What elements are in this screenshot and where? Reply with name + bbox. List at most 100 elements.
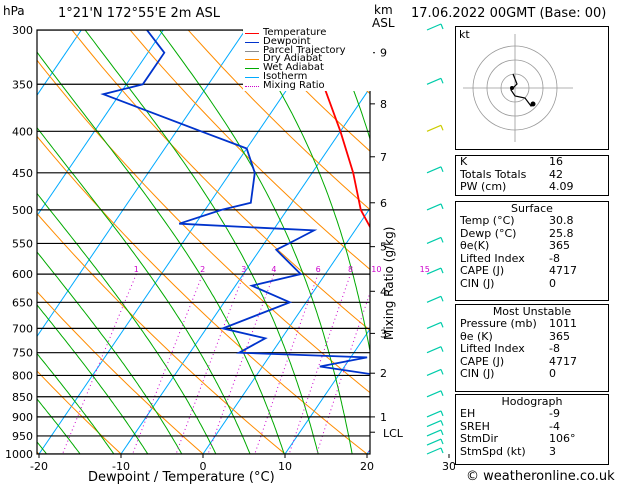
km-tick-label: 2 xyxy=(380,367,387,380)
temperature-line xyxy=(285,30,370,229)
index-label: Totals Totals xyxy=(460,167,527,181)
hodograph-trace xyxy=(510,73,534,108)
hodograph-value: -9 xyxy=(549,407,560,420)
pressure-tick-label: 900 xyxy=(12,411,33,424)
indices-table: K 16 Totals Totals 42 PW (cm) 4.09 xyxy=(455,155,609,196)
hodograph-storm-motion xyxy=(530,101,536,107)
wind-barb xyxy=(426,203,442,211)
wind-barb xyxy=(426,267,442,275)
wind-barb xyxy=(426,390,442,398)
pressure-tick-label: 1000 xyxy=(5,448,33,461)
surface-value: 4717 xyxy=(549,264,577,278)
surface-label: Lifted Index xyxy=(460,251,525,265)
most-unstable-row: CAPE (J) 4717 xyxy=(456,355,608,369)
km-tick-label: 4 xyxy=(380,285,387,298)
wind-barb-flag xyxy=(440,369,444,375)
hodograph-value: 106° xyxy=(549,432,576,446)
x-tick-label: 30 xyxy=(442,460,455,473)
legend-item: Temperature xyxy=(243,28,373,38)
wind-barb-flag xyxy=(440,203,444,210)
hodograph-row: StmSpd (kt) 3 xyxy=(456,445,608,459)
index-row: PW (cm) 4.09 xyxy=(456,181,608,194)
isotherm-line xyxy=(120,86,370,454)
copyright-label: © weatheronline.co.uk xyxy=(466,469,615,484)
mixing-ratio-line xyxy=(316,291,370,454)
x-tick-label: -20 xyxy=(30,460,48,473)
most-unstable-value: -8 xyxy=(549,342,560,356)
legend-swatch xyxy=(245,85,259,87)
surface-label: CIN (J) xyxy=(460,276,495,290)
surface-row: CAPE (J) 4717 xyxy=(456,265,608,278)
index-value: 42 xyxy=(549,167,563,181)
legend-swatch xyxy=(245,33,259,34)
x-tick-label: -10 xyxy=(112,460,130,473)
most-unstable-label: CIN (J) xyxy=(460,367,495,381)
mixing-ratio-line xyxy=(132,273,204,454)
wind-barb xyxy=(426,346,442,354)
mixing-ratio-label: 2 xyxy=(200,265,205,274)
hodograph-plot xyxy=(455,26,609,150)
pressure-tick-label: 350 xyxy=(12,78,33,91)
dry-adiabat-line xyxy=(37,59,370,394)
wind-barb-flag xyxy=(440,390,444,396)
dry-adiabat-line xyxy=(187,30,370,211)
most-unstable-title: Most Unstable xyxy=(492,305,572,318)
isotherm-line xyxy=(437,0,455,471)
datetime-title: 17.06.2022 00GMT (Base: 00) xyxy=(411,6,607,21)
wind-barb-flag xyxy=(440,410,444,417)
surface-table: Surface Temp (°C) 30.8 Dewp (°C) 25.8 θe(K) 3… xyxy=(455,201,609,301)
surface-value: 30.8 xyxy=(549,214,574,227)
km-unit-label: km xyxy=(374,3,393,17)
wind-barb-flag xyxy=(440,420,444,426)
most-unstable-row: Pressure (mb) 1011 xyxy=(456,317,608,331)
pressure-tick-label: 950 xyxy=(12,430,33,443)
isotherm-line xyxy=(202,207,370,454)
x-tick-label: 20 xyxy=(360,460,374,473)
km-tick-label: 9 xyxy=(380,47,387,60)
hodograph-unit-label: kt xyxy=(459,28,470,41)
mixing-ratio-line xyxy=(61,273,137,454)
mixing-ratio-label: 10 xyxy=(371,265,381,274)
most-unstable-row: CIN (J) 0 xyxy=(456,368,608,381)
legend-item: Dewpoint xyxy=(243,36,373,47)
legend-label: Isotherm xyxy=(263,70,308,82)
surface-value: 365 xyxy=(549,239,570,253)
index-value: 16 xyxy=(549,155,563,168)
surface-row: CIN (J) 0 xyxy=(456,276,608,291)
most-unstable-label: Lifted Index xyxy=(460,342,525,356)
dry-adiabat-line xyxy=(129,30,370,271)
index-row: K 16 xyxy=(456,155,608,169)
wind-barb xyxy=(426,124,442,132)
hodograph-title: Hodograph xyxy=(501,395,563,408)
index-row: Totals Totals 42 xyxy=(456,167,608,182)
pressure-tick-label: 850 xyxy=(12,391,33,404)
surface-row: Lifted Index -8 xyxy=(456,251,608,266)
wind-barb xyxy=(426,77,442,85)
km-tick-label: 5 xyxy=(380,241,387,254)
mixing-ratio-line xyxy=(175,273,245,454)
surface-label: Dewp (°C) xyxy=(460,226,517,240)
wet-adiabat-line xyxy=(37,192,217,454)
most-unstable-value: 0 xyxy=(549,367,556,381)
wind-barb-flag xyxy=(440,78,444,84)
wind-barb-flag xyxy=(440,237,444,243)
mixing-ratio-label: 6 xyxy=(316,265,321,274)
surface-value: 0 xyxy=(549,276,556,290)
lcl-label: LCL xyxy=(383,427,403,440)
pressure-tick-label: 700 xyxy=(12,322,33,335)
wind-barb xyxy=(426,410,442,418)
asl-unit-label: ASL xyxy=(372,16,395,30)
most-unstable-row: Lifted Index -8 xyxy=(456,343,608,356)
wind-barb xyxy=(426,419,442,428)
pressure-tick-label: 750 xyxy=(12,347,33,360)
wind-barb xyxy=(426,166,442,174)
wind-barb xyxy=(426,236,442,245)
legend-swatch xyxy=(245,68,259,70)
hodograph-row: SREH -4 xyxy=(456,420,608,434)
pressure-tick-label: 650 xyxy=(12,296,33,309)
legend-swatch xyxy=(245,76,259,78)
index-value: 4.09 xyxy=(549,180,574,194)
x-axis-label: Dewpoint / Temperature (°C) xyxy=(88,470,275,485)
mixing-ratio-line xyxy=(401,274,455,471)
most-unstable-label: Pressure (mb) xyxy=(460,317,537,330)
